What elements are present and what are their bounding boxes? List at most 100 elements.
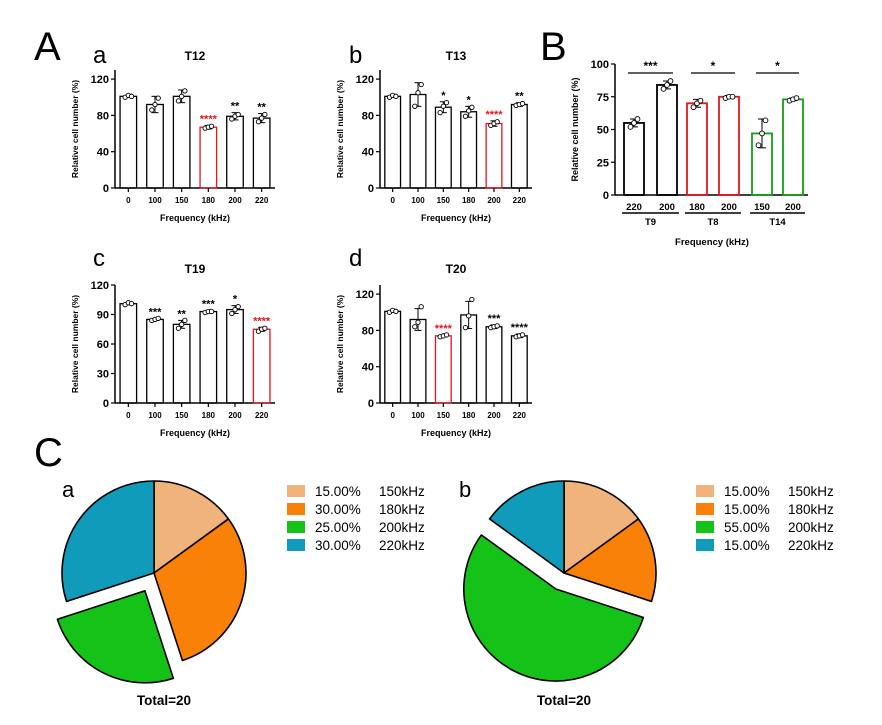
bar — [409, 93, 427, 189]
data-point — [255, 119, 262, 125]
x-tick-label: 220 — [513, 411, 527, 420]
x-tick-label: 150 — [175, 411, 189, 420]
legend-percent: 55.00% — [724, 520, 770, 535]
significance-label: **** — [200, 113, 218, 125]
y-tick-label: 40 — [362, 362, 374, 374]
y-tick-label: 80 — [97, 110, 109, 122]
data-point — [462, 325, 469, 331]
charts-layer: a T12 0 40 80 120 Relative cell number (%) Freq… — [56, 42, 834, 708]
x-tick-label: 0 — [390, 411, 395, 420]
x-axis-label: Frequency (kHz) — [675, 237, 749, 248]
legend-swatch — [696, 503, 714, 515]
x-tick-label: 180 — [202, 196, 216, 205]
pie-slice — [563, 518, 657, 603]
data-point — [155, 95, 161, 101]
significance-label: *** — [488, 313, 502, 325]
panel-label-c: c — [93, 245, 105, 272]
significance-label: * — [775, 59, 780, 73]
significance-label: **** — [435, 323, 453, 335]
legend-label: 200kHz — [788, 520, 834, 535]
bar — [460, 111, 478, 189]
data-point — [759, 130, 765, 137]
legend-percent: 15.00% — [724, 538, 770, 553]
significance-label: ** — [231, 101, 240, 113]
pie-slice — [153, 518, 247, 662]
group-label: T8 — [707, 217, 718, 228]
data-point — [469, 104, 475, 110]
y-tick-label: 120 — [356, 289, 374, 301]
legend-swatch — [287, 485, 305, 497]
y-tick-label: 40 — [97, 147, 109, 159]
data-point — [182, 88, 188, 94]
significance-label: **** — [253, 315, 271, 327]
pie-slice — [488, 480, 565, 574]
x-tick-label: 200 — [228, 196, 242, 205]
data-point — [418, 304, 424, 310]
data-point — [519, 100, 526, 107]
panel-label-b: b — [349, 42, 362, 69]
group-label: T14 — [769, 217, 786, 228]
legend-percent: 25.00% — [315, 520, 361, 535]
x-tick-label: 0 — [390, 196, 395, 205]
y-axis-label: Relative cell number (%) — [335, 80, 345, 178]
data-point — [412, 103, 418, 109]
data-point — [179, 321, 185, 327]
data-point — [469, 296, 475, 303]
panel-label-A: A — [34, 25, 61, 69]
panel-label-a: a — [93, 42, 107, 69]
data-point — [393, 93, 399, 99]
bar — [782, 98, 804, 196]
y-tick-label: 80 — [362, 325, 374, 337]
x-tick-label: 220 — [513, 196, 527, 205]
chart-title: T20 — [446, 262, 467, 276]
significance-label: * — [711, 59, 716, 73]
data-point — [631, 120, 637, 126]
bar — [434, 335, 452, 404]
significance-label: ** — [515, 91, 524, 103]
chart-Ca: a 15.00% 150kHz 30.00% 180kHz 25.00% 200kHz 30.… — [56, 477, 425, 708]
data-point — [235, 111, 241, 118]
y-tick-label: 40 — [362, 147, 374, 159]
bar — [686, 102, 708, 196]
y-tick-label: 120 — [91, 280, 109, 292]
chart-title: T19 — [185, 262, 206, 276]
data-point — [762, 117, 769, 124]
x-tick-label: 200 — [785, 202, 801, 213]
panel-label-C: C — [34, 431, 63, 475]
x-tick-label: 100 — [148, 196, 162, 205]
data-point — [462, 113, 469, 119]
y-tick-label: 0 — [103, 398, 109, 410]
bar — [510, 335, 528, 404]
bar — [623, 122, 645, 196]
x-tick-label: 220 — [626, 202, 642, 213]
panel-label-a: a — [62, 477, 75, 502]
data-point — [152, 101, 158, 108]
data-point — [440, 103, 446, 109]
data-point — [443, 100, 450, 106]
legend-swatch — [696, 485, 714, 497]
x-tick-label: 220 — [255, 196, 269, 205]
data-point — [437, 110, 443, 116]
y-tick-label: 120 — [356, 74, 374, 86]
significance-label: *** — [149, 306, 163, 318]
legend-percent: 30.00% — [315, 538, 361, 553]
x-axis-label: Frequency (kHz) — [160, 428, 230, 438]
data-point — [175, 98, 182, 104]
bar — [434, 106, 452, 189]
bar — [172, 323, 191, 404]
legend-swatch — [696, 521, 714, 533]
chart-c: c T19 0 30 60 90 120 Relative cell number (%) Fr… — [70, 245, 275, 438]
y-tick-label: 50 — [597, 125, 609, 137]
data-point — [697, 97, 704, 104]
x-axis-label: Frequency (kHz) — [421, 428, 491, 438]
data-point — [229, 310, 235, 317]
y-axis-label: Relative cell number (%) — [70, 295, 80, 393]
data-point — [262, 325, 268, 331]
x-tick-label: 200 — [487, 411, 501, 420]
significance-label: * — [441, 90, 446, 102]
bar — [146, 318, 164, 404]
panel-label-b: b — [459, 477, 471, 502]
bar — [510, 103, 528, 189]
bar — [384, 310, 402, 404]
bar — [199, 126, 218, 189]
